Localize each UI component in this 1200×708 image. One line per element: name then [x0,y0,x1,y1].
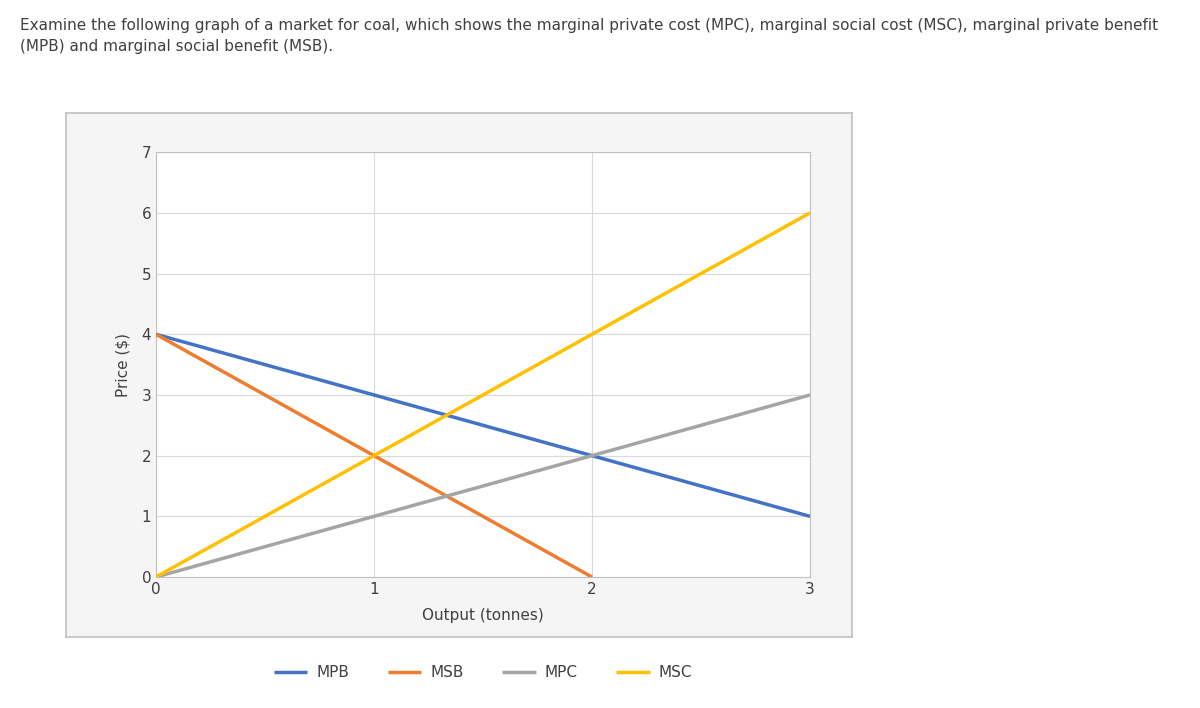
X-axis label: Output (tonnes): Output (tonnes) [422,608,544,623]
Legend: MPB, MSB, MPC, MSC: MPB, MSB, MPC, MSC [268,659,698,686]
Text: Examine the following graph of a market for coal, which shows the marginal priva: Examine the following graph of a market … [20,18,1158,54]
Y-axis label: Price ($): Price ($) [115,333,131,396]
